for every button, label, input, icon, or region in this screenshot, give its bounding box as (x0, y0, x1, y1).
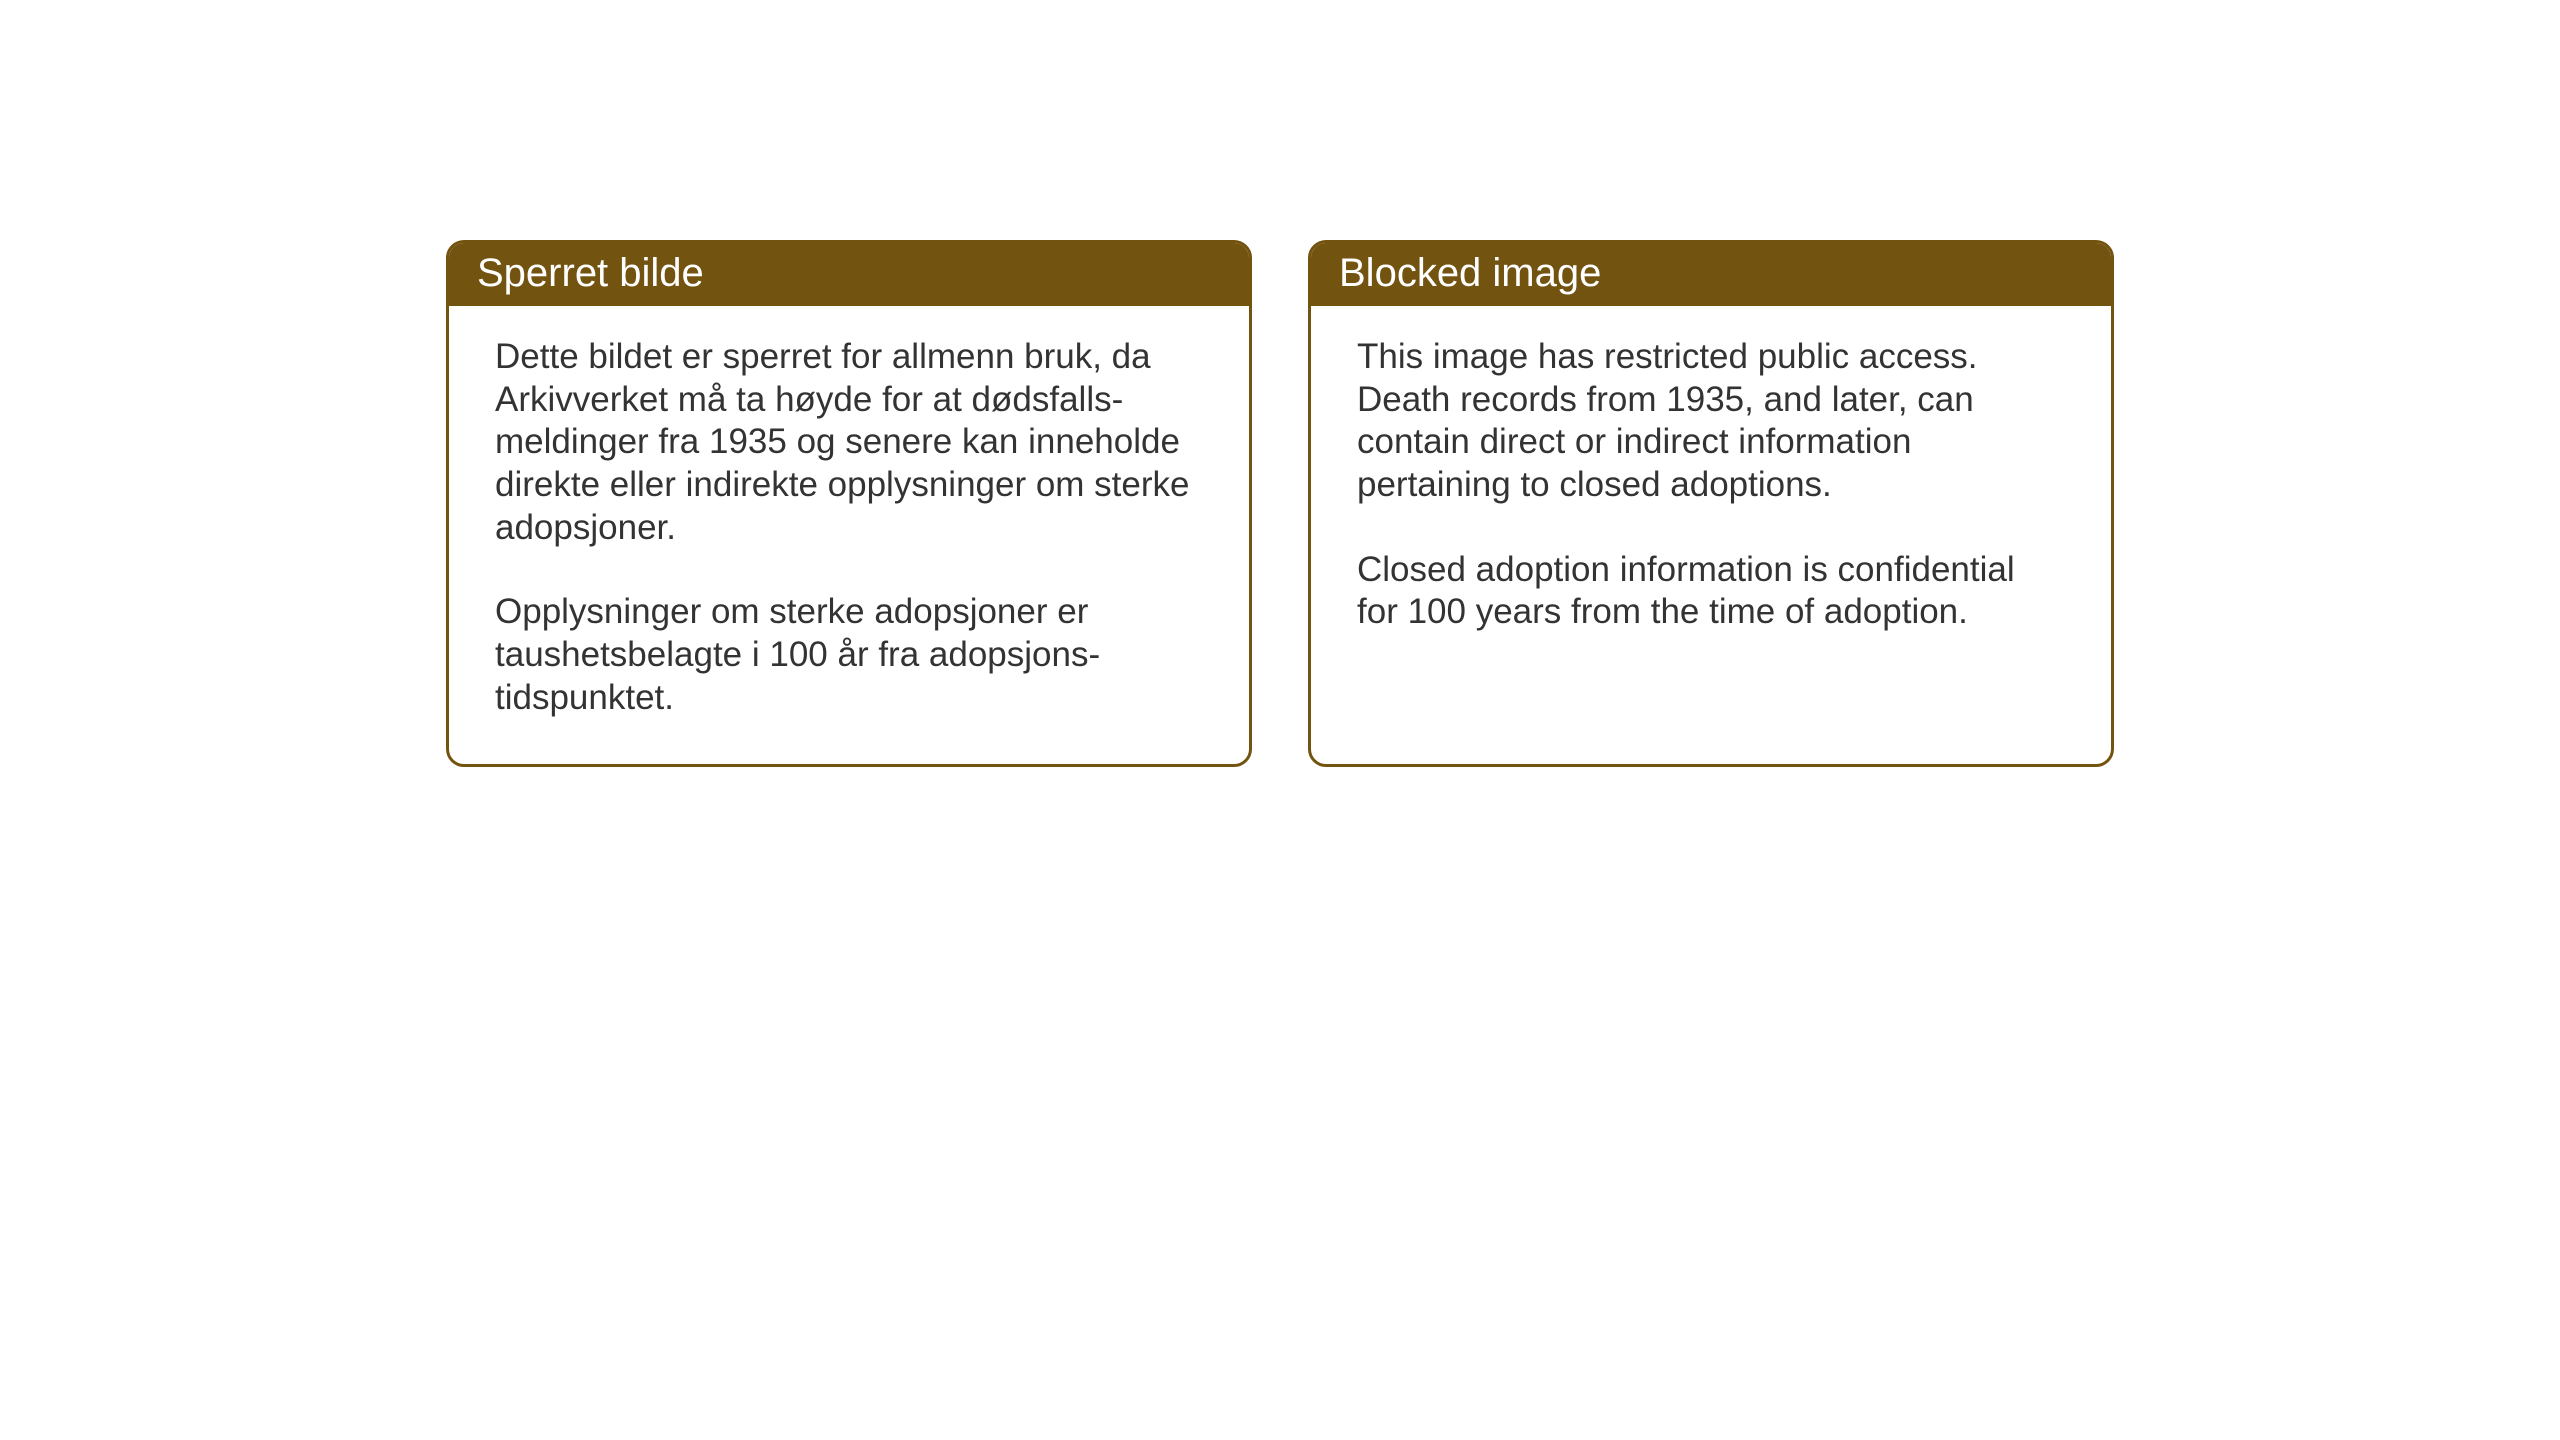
cards-container: Sperret bilde Dette bildet er sperret fo… (446, 240, 2114, 767)
card-title-norwegian: Sperret bilde (477, 251, 704, 295)
card-header-english: Blocked image (1311, 243, 2111, 306)
card-body-english: This image has restricted public access.… (1311, 306, 2111, 678)
card-paragraph-2-english: Closed adoption information is confident… (1357, 549, 2065, 634)
card-title-english: Blocked image (1339, 251, 1601, 295)
card-body-norwegian: Dette bildet er sperret for allmenn bruk… (449, 306, 1249, 764)
card-paragraph-1-english: This image has restricted public access.… (1357, 336, 2065, 507)
card-english: Blocked image This image has restricted … (1308, 240, 2114, 767)
card-header-norwegian: Sperret bilde (449, 243, 1249, 306)
card-paragraph-1-norwegian: Dette bildet er sperret for allmenn bruk… (495, 336, 1203, 549)
card-norwegian: Sperret bilde Dette bildet er sperret fo… (446, 240, 1252, 767)
card-paragraph-2-norwegian: Opplysninger om sterke adopsjoner er tau… (495, 591, 1203, 719)
